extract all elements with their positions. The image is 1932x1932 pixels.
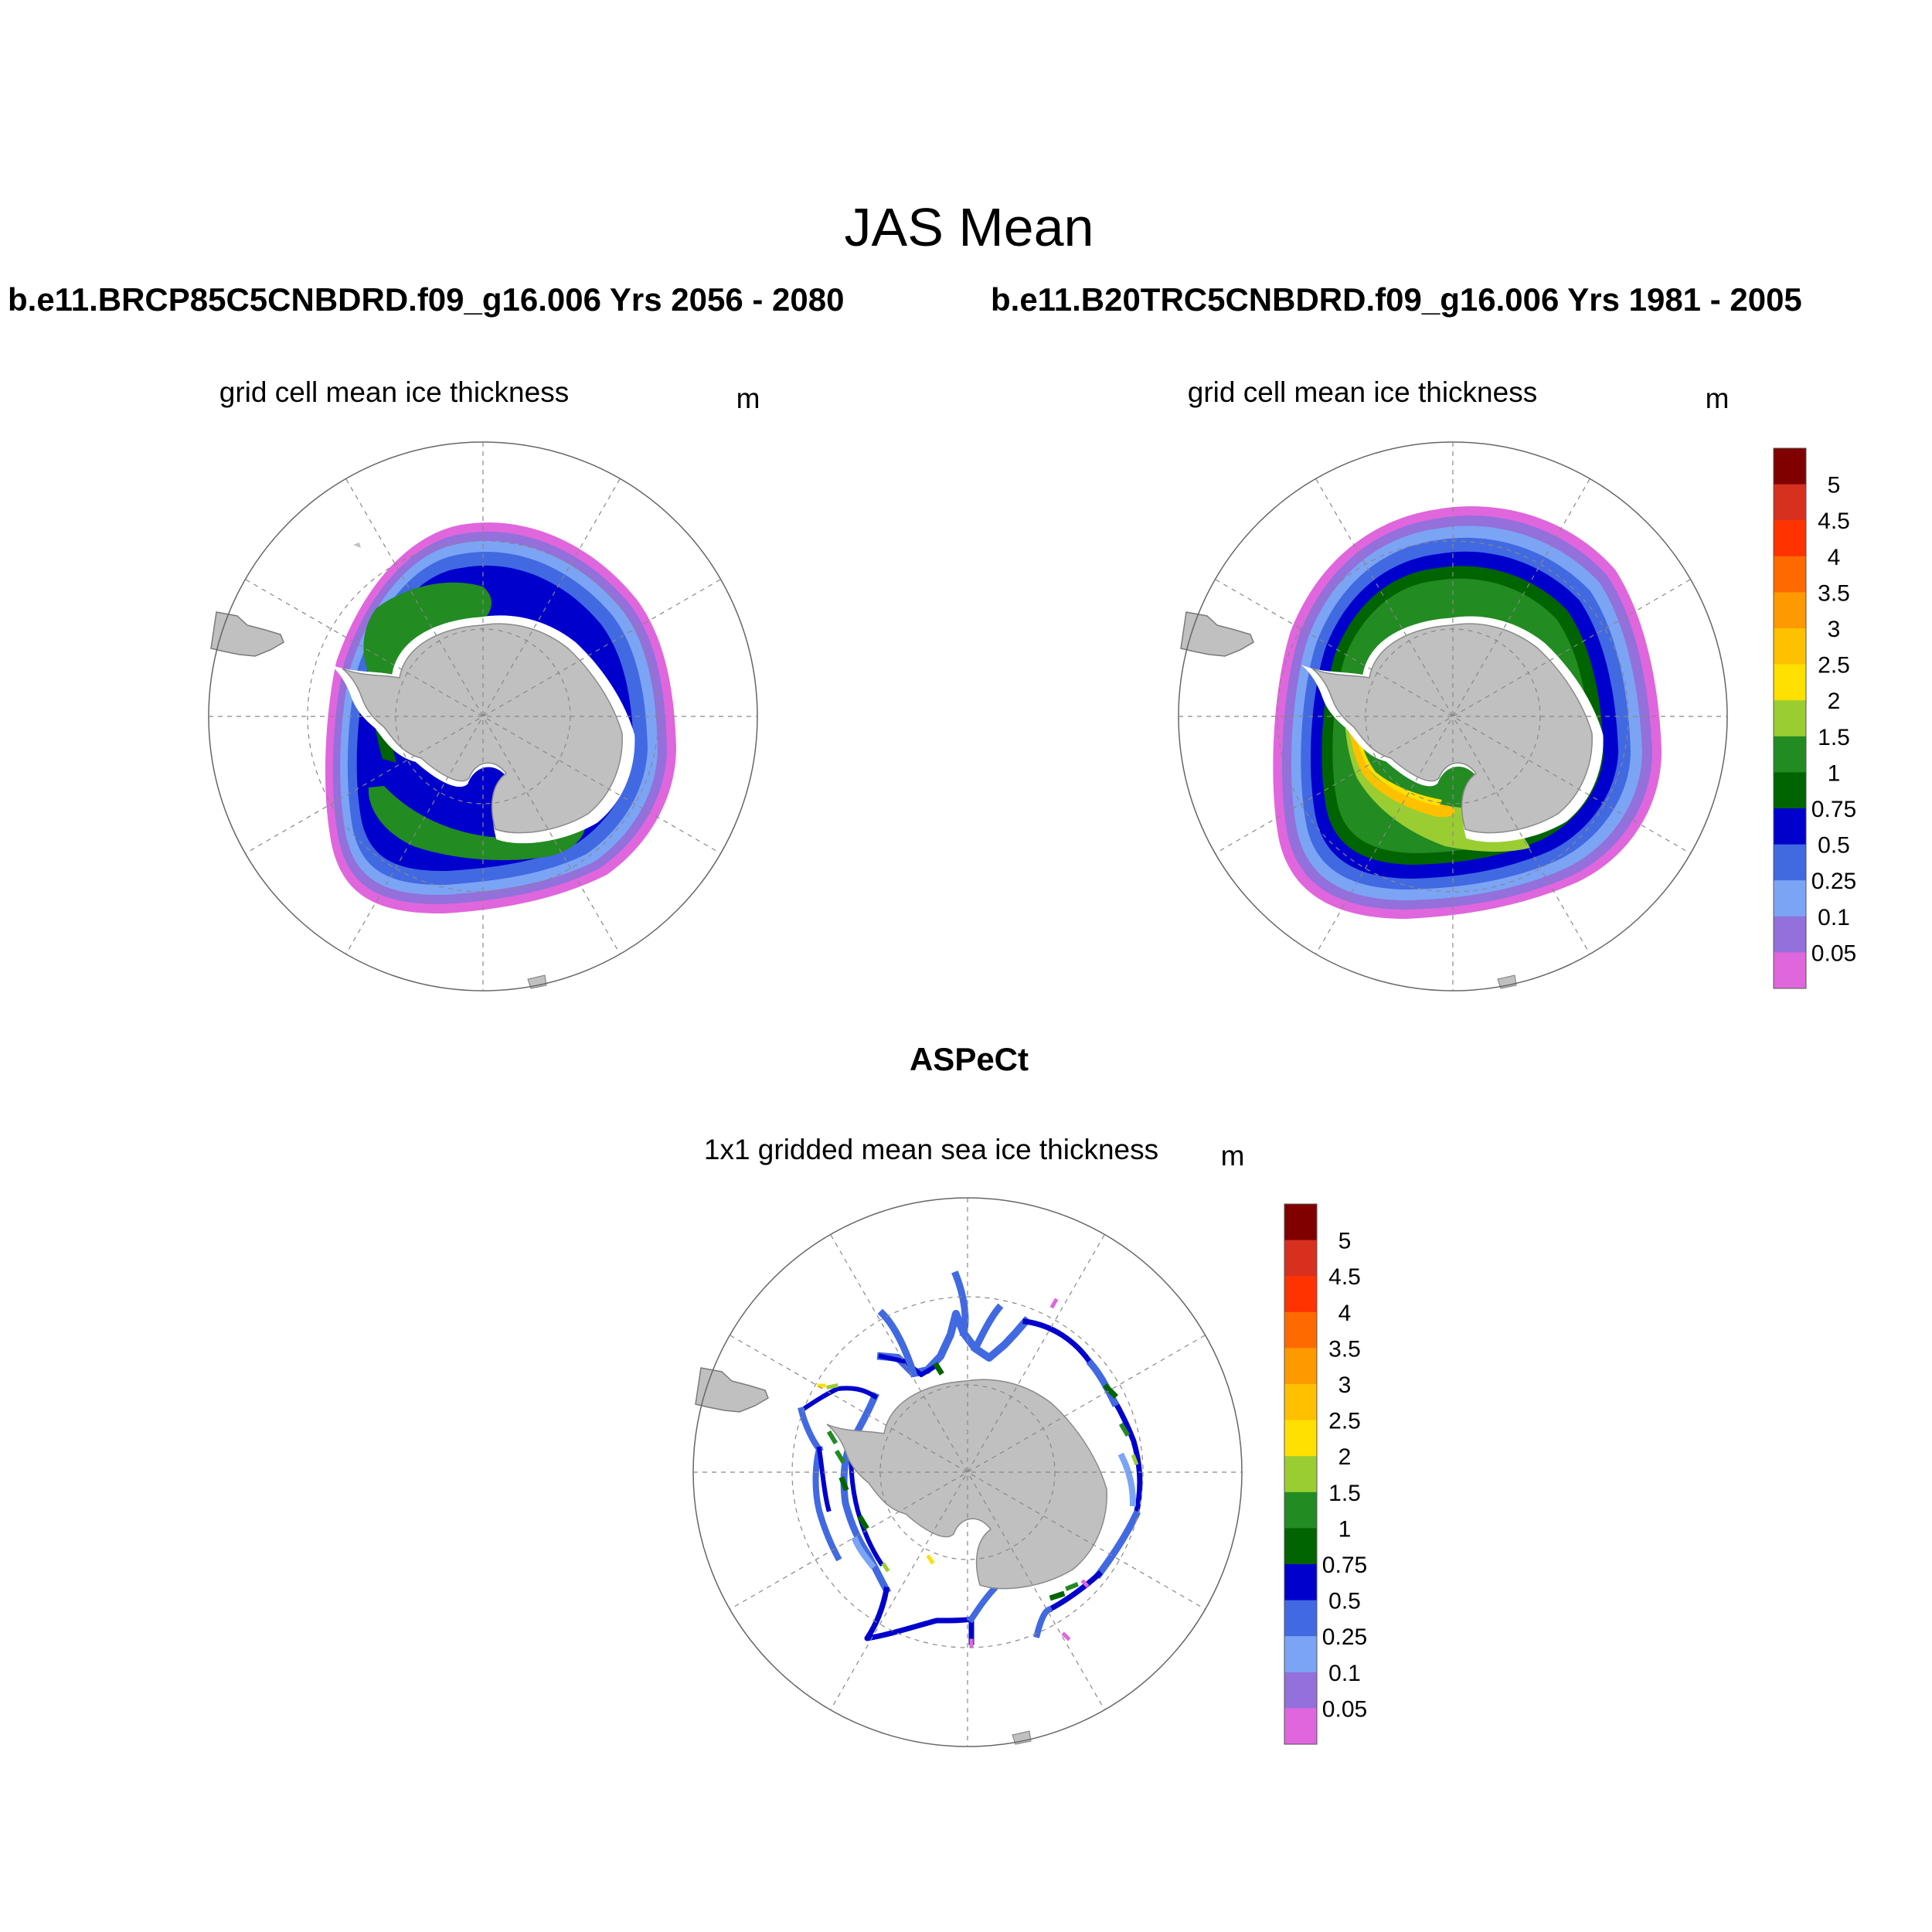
colorbar-tick-label: 0.1 [1818, 905, 1850, 930]
colorbar-swatch [1774, 736, 1806, 773]
panel-3-title: 1x1 gridded mean sea ice thickness [704, 1134, 1158, 1165]
colorbar-swatch [1774, 880, 1806, 917]
colorbar-tick-label: 0.25 [1811, 869, 1856, 894]
colorbar-tick-label: 0.5 [1818, 833, 1850, 859]
colorbar-tick-label: 4 [1828, 545, 1841, 570]
panel-1-title: grid cell mean ice thickness [219, 376, 569, 408]
colorbar-tick-label: 0.25 [1322, 1624, 1367, 1650]
colorbar-swatch [1774, 448, 1806, 485]
colorbar-tick-label: 2.5 [1818, 653, 1850, 679]
colorbar-swatch [1774, 700, 1806, 737]
panel-2-map [1178, 441, 1728, 992]
colorbar-tick-label: 0.05 [1811, 940, 1856, 966]
colorbar-tick-label: 1.5 [1818, 725, 1850, 750]
colorbar-swatch [1284, 1456, 1317, 1493]
colorbar-swatch [1774, 772, 1806, 809]
colorbar-swatch [1284, 1240, 1317, 1277]
colorbar-swatch [1284, 1708, 1317, 1745]
colorbar-swatch [1284, 1528, 1317, 1565]
colorbar-tick-label: 5 [1338, 1229, 1352, 1254]
colorbar-tick-label: 3.5 [1818, 580, 1850, 606]
panel-2-units: m [1706, 383, 1730, 414]
colorbar-tick-label: 4.5 [1328, 1264, 1361, 1290]
panel-3-units: m [1221, 1140, 1245, 1172]
colorbar-tick-label: 0.75 [1322, 1553, 1367, 1578]
colorbar-frame [1284, 1203, 1318, 1745]
obs-title: ASPeCt [910, 1041, 1029, 1077]
colorbar-tick-label: 0.05 [1322, 1696, 1367, 1722]
colorbar-swatch [1284, 1672, 1317, 1709]
panel-1-map [208, 441, 758, 992]
colorbar-tick-label: 0.75 [1811, 797, 1856, 822]
colorbar-swatch [1774, 592, 1806, 629]
colorbar-swatch [1284, 1276, 1317, 1313]
colorbar-swatch [1284, 1384, 1317, 1421]
case-right-title: b.e11.B20TRC5CNBDRD.f09_g16.006 Yrs 1981… [991, 281, 1802, 318]
colorbar-swatch [1284, 1311, 1317, 1349]
panel-1-units: m [736, 383, 760, 414]
colorbar-tick-label: 1 [1338, 1516, 1352, 1542]
panel-3-map [692, 1197, 1243, 1747]
colorbar-swatch [1774, 844, 1806, 881]
colorbar-swatch [1774, 952, 1806, 989]
colorbar-swatch [1774, 664, 1806, 701]
colorbar-tick-label: 0.5 [1328, 1589, 1361, 1614]
colorbar-tick-label: 5 [1828, 473, 1841, 498]
colorbar-swatch [1774, 628, 1806, 665]
colorbar-tick-label: 3.5 [1328, 1336, 1361, 1362]
colorbar-tick-label: 0.1 [1328, 1661, 1361, 1686]
colorbar-top: 5 4.5 4 3.5 3 2.5 2 1.5 1 0.75 0.5 0.25 0.1 0.05 [1773, 447, 1856, 989]
case-left-title: b.e11.BRCP85C5CNBDRD.f09_g16.006 Yrs 205… [8, 281, 844, 318]
panel-3-ship-tracks [798, 1270, 1143, 1648]
colorbar-tick-label: 2 [1828, 689, 1841, 714]
colorbar-swatch [1774, 916, 1806, 953]
colorbar-swatch [1284, 1204, 1317, 1241]
colorbar-swatch [1284, 1564, 1317, 1601]
colorbar-tick-label: 1.5 [1328, 1481, 1361, 1506]
colorbar-swatch [1284, 1600, 1317, 1637]
colorbar-swatch [1284, 1348, 1317, 1385]
colorbar-swatch [1774, 808, 1806, 845]
colorbar-frame [1773, 447, 1807, 989]
colorbar-tick-label: 4 [1338, 1301, 1352, 1326]
colorbar-swatch [1774, 556, 1806, 593]
colorbar-swatch [1284, 1636, 1317, 1673]
colorbar-tick-label: 2 [1338, 1444, 1352, 1470]
colorbar-tick-label: 4.5 [1818, 509, 1850, 534]
colorbar-swatch [1284, 1420, 1317, 1457]
colorbar-swatch [1774, 520, 1806, 557]
colorbar-swatch [1284, 1492, 1317, 1529]
colorbar-tick-label: 3 [1828, 617, 1841, 642]
colorbar-tick-label: 3 [1338, 1372, 1352, 1398]
colorbar-tick-label: 1 [1828, 760, 1841, 786]
figure-title: JAS Mean [845, 197, 1094, 257]
panel-2-title: grid cell mean ice thickness [1188, 376, 1537, 408]
colorbar-bottom: 5 4.5 4 3.5 3 2.5 2 1.5 1 0.75 0.5 0.25 0.1 0.05 [1284, 1203, 1367, 1745]
colorbar-tick-label: 2.5 [1328, 1409, 1361, 1434]
colorbar-swatch [1774, 484, 1806, 521]
